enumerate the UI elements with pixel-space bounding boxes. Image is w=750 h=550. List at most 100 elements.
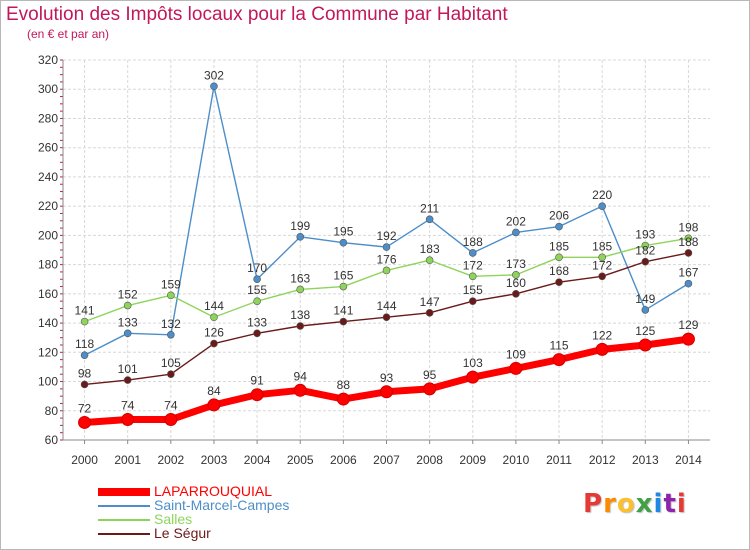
y-tick-label: 200 <box>38 228 58 242</box>
data-label: 141 <box>333 304 353 318</box>
data-label: 185 <box>549 239 569 253</box>
data-point <box>382 313 391 322</box>
data-point <box>253 275 261 284</box>
data-point <box>641 306 650 314</box>
data-point <box>468 249 477 257</box>
data-label: 88 <box>337 378 351 392</box>
data-point <box>296 285 305 294</box>
legend-label: LAPARROUQUIAL <box>154 483 272 499</box>
x-tick-label: 2007 <box>373 453 400 467</box>
data-point <box>552 353 566 367</box>
data-label: 159 <box>161 277 181 291</box>
data-point <box>684 234 693 243</box>
series-lines <box>78 82 695 429</box>
line-chart: 60 80 100 120 140 160 180 200 220 240 260 280 300 320… <box>38 53 710 467</box>
logo-letter: o <box>616 489 636 519</box>
data-point <box>164 413 178 427</box>
legend-swatch <box>98 505 150 507</box>
data-label: 101 <box>118 362 138 376</box>
x-tick-label: 2000 <box>71 453 98 467</box>
data-label: 198 <box>678 220 698 234</box>
data-label: 173 <box>506 257 526 271</box>
data-point <box>121 413 135 427</box>
legend-swatch <box>98 519 150 521</box>
data-point <box>210 339 218 348</box>
data-point <box>641 241 650 250</box>
data-point <box>253 329 261 338</box>
data-label: 74 <box>121 399 135 413</box>
data-point <box>595 342 609 356</box>
data-point <box>296 322 305 330</box>
y-tick-label: 260 <box>38 141 58 155</box>
legend-swatch <box>98 488 150 496</box>
y-tick-label: 180 <box>38 258 58 272</box>
legend-item: Salles <box>98 511 418 527</box>
data-label: 165 <box>333 269 353 283</box>
data-label: 115 <box>549 339 568 353</box>
x-tick-label: 2014 <box>675 453 702 467</box>
proxiti-logo: Proxiti <box>583 489 687 519</box>
data-point <box>509 361 523 375</box>
data-point <box>598 272 606 281</box>
data-label: 133 <box>247 315 267 329</box>
data-point <box>336 392 350 406</box>
data-label: 172 <box>463 258 483 272</box>
data-point <box>468 272 477 281</box>
data-label: 206 <box>549 209 569 223</box>
data-label: 74 <box>164 399 178 413</box>
data-label: 176 <box>376 252 396 266</box>
data-label: 199 <box>290 219 310 233</box>
data-label: 160 <box>506 276 526 290</box>
data-label: 170 <box>247 261 267 275</box>
data-label: 125 <box>635 324 655 338</box>
data-point <box>293 383 307 397</box>
data-point <box>512 228 520 237</box>
data-point <box>598 253 606 262</box>
data-label: 109 <box>506 347 526 361</box>
data-label: 195 <box>333 225 353 239</box>
x-tick-label: 2008 <box>416 453 443 467</box>
x-tick-label: 2012 <box>589 453 616 467</box>
data-point <box>555 278 563 286</box>
data-point <box>253 297 261 305</box>
x-tick-label: 2009 <box>459 453 486 467</box>
y-tick-label: 320 <box>38 53 58 67</box>
data-label: 132 <box>161 317 181 331</box>
y-tick-label: 60 <box>45 433 59 447</box>
data-label: 103 <box>463 356 483 370</box>
y-tick-label: 220 <box>38 199 58 213</box>
chart-title: Evolution des Impôts locaux pour la Comm… <box>6 4 508 25</box>
axes: 60 80 100 120 140 160 180 200 220 240 260 280 300 320… <box>38 53 710 467</box>
data-point <box>167 291 175 300</box>
data-point <box>425 215 434 224</box>
data-point <box>512 290 520 298</box>
data-label: 155 <box>247 283 267 297</box>
data-point <box>468 297 477 305</box>
data-label: 220 <box>592 188 612 202</box>
data-point <box>207 398 221 412</box>
data-label: 147 <box>420 295 440 309</box>
data-label: 95 <box>423 368 437 382</box>
y-tick-label: 100 <box>38 375 58 389</box>
data-label: 105 <box>161 356 181 370</box>
data-label: 172 <box>592 258 612 272</box>
data-point <box>80 351 89 360</box>
x-tick-label: 2010 <box>503 453 530 467</box>
data-label: 302 <box>204 68 224 82</box>
data-label: 126 <box>204 326 224 340</box>
y-tick-label: 140 <box>38 316 58 330</box>
logo-letter: i <box>676 489 687 519</box>
data-point <box>78 415 92 429</box>
legend-label: Le Ségur <box>154 525 211 541</box>
data-point <box>210 313 218 322</box>
data-label: 118 <box>75 337 94 351</box>
x-tick-label: 2003 <box>201 453 228 467</box>
data-label: 141 <box>75 304 95 318</box>
data-point <box>512 271 520 279</box>
data-point <box>250 388 264 402</box>
data-label: 144 <box>204 299 224 313</box>
data-point <box>598 202 606 210</box>
data-label: 188 <box>678 235 698 249</box>
data-label: 163 <box>290 271 310 285</box>
data-point <box>123 301 132 310</box>
